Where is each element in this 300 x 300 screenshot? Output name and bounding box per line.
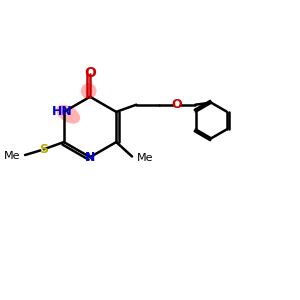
Ellipse shape — [81, 83, 97, 99]
Text: Me: Me — [4, 151, 21, 160]
Text: S: S — [39, 143, 48, 156]
Ellipse shape — [56, 105, 80, 124]
Text: N: N — [85, 151, 95, 164]
Text: HN: HN — [52, 105, 73, 119]
Text: O: O — [171, 98, 182, 111]
Text: Me: Me — [137, 153, 154, 163]
Text: O: O — [84, 66, 96, 80]
